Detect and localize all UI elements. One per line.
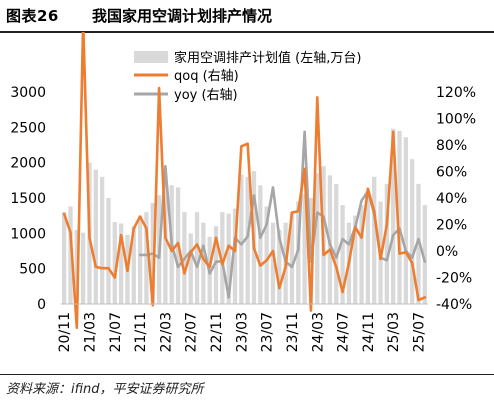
y2-tick-label: 0% (436, 244, 458, 260)
y-tick-label: 1000 (10, 226, 46, 242)
y2-tick-label: -40% (436, 297, 472, 313)
bar (194, 212, 200, 304)
bar (270, 222, 276, 304)
legend-label-bar: 家用空调排产计划值 (左轴,万台) (174, 50, 361, 66)
bar (410, 159, 415, 304)
bar (226, 213, 231, 304)
bar (334, 183, 339, 304)
y2-tick-label: 120% (436, 85, 476, 101)
bar (106, 198, 111, 304)
qoq-line (62, 32, 427, 330)
bar (220, 212, 225, 304)
bar (81, 232, 86, 304)
bar (264, 206, 269, 304)
bar (289, 212, 295, 304)
bar-series (62, 128, 427, 304)
bar (213, 226, 219, 304)
bar (422, 205, 427, 304)
x-tick-label: 24/07 (336, 312, 352, 352)
bar (277, 229, 282, 304)
bar (258, 185, 263, 304)
bar (403, 137, 408, 304)
bar (359, 205, 364, 304)
legend-swatch-bar (134, 51, 168, 63)
x-tick-label: 22/03 (158, 312, 174, 352)
bar (137, 215, 143, 304)
bar (201, 222, 206, 304)
bar (245, 176, 250, 304)
x-tick-label: 22/07 (184, 312, 200, 352)
x-tick-label: 25/03 (386, 312, 402, 352)
axes: 0 500 1000 1500 2000 2500 3000 -40% -20% 0% 20% 40%… (10, 85, 476, 352)
y-tick-label: 3000 (10, 85, 46, 101)
bar (397, 130, 402, 304)
bar (99, 176, 105, 304)
y-tick-label: 2500 (10, 120, 46, 136)
figure-header: 图表26 我国家用空调计划排产情况 (0, 0, 494, 30)
x-tick-label: 21/07 (108, 312, 124, 352)
bar (340, 205, 345, 304)
bar (416, 183, 421, 304)
x-tick-label: 24/03 (310, 312, 326, 352)
x-tick-label: 24/11 (361, 312, 377, 352)
chart: 家用空调排产计划值 (左轴,万台) qoq (右轴) yoy (右轴) 0 500… (10, 32, 476, 352)
top-rule (0, 31, 494, 33)
y-tick-label: 1500 (10, 191, 46, 207)
x-tick-label: 23/07 (260, 312, 276, 352)
x-tick-label: 20/11 (57, 312, 73, 352)
bar (144, 212, 149, 304)
bar (118, 223, 124, 304)
legend-label-qoq: qoq (右轴) (174, 69, 239, 84)
bar (188, 233, 193, 304)
bottom-rule (0, 374, 494, 376)
bar (372, 176, 377, 304)
x-tick-label: 22/11 (209, 312, 225, 352)
bar (391, 128, 396, 304)
bar (62, 212, 67, 304)
y2-tick-label: 60% (436, 165, 467, 181)
x-tick-label: 25/07 (412, 312, 428, 352)
bar (163, 180, 168, 304)
bar (365, 190, 371, 304)
x-tick-label: 23/03 (234, 312, 250, 352)
y2-tick-label: -20% (436, 271, 472, 287)
bar (232, 208, 238, 304)
y2-tick-label: 80% (436, 138, 467, 154)
line-series (62, 32, 427, 330)
figure-label: 图表26 (6, 7, 59, 25)
y-tick-label: 2000 (10, 156, 46, 172)
y-tick-label: 0 (37, 297, 46, 313)
bar (93, 169, 98, 304)
bar (315, 173, 320, 304)
bar (384, 183, 390, 304)
bar (112, 222, 117, 304)
x-tick-label: 21/03 (83, 312, 99, 352)
bar (239, 174, 244, 304)
legend: 家用空调排产计划值 (左轴,万台) qoq (右轴) yoy (右轴) (134, 50, 361, 103)
bar (302, 194, 307, 304)
x-tick-label: 21/11 (133, 312, 149, 352)
y2-tick-label: 40% (436, 191, 467, 207)
legend-label-yoy: yoy (右轴) (174, 88, 238, 103)
bar (131, 226, 136, 304)
x-tick-label: 23/11 (285, 312, 301, 352)
figure-title: 我国家用空调计划排产情况 (92, 7, 273, 25)
y2-tick-label: 100% (436, 112, 476, 128)
source-note: 资料来源：ifind，平安证券研究所 (6, 382, 204, 397)
y-tick-label: 500 (19, 262, 46, 278)
y2-tick-label: 20% (436, 218, 467, 234)
bar (353, 215, 358, 304)
bar (68, 206, 73, 304)
